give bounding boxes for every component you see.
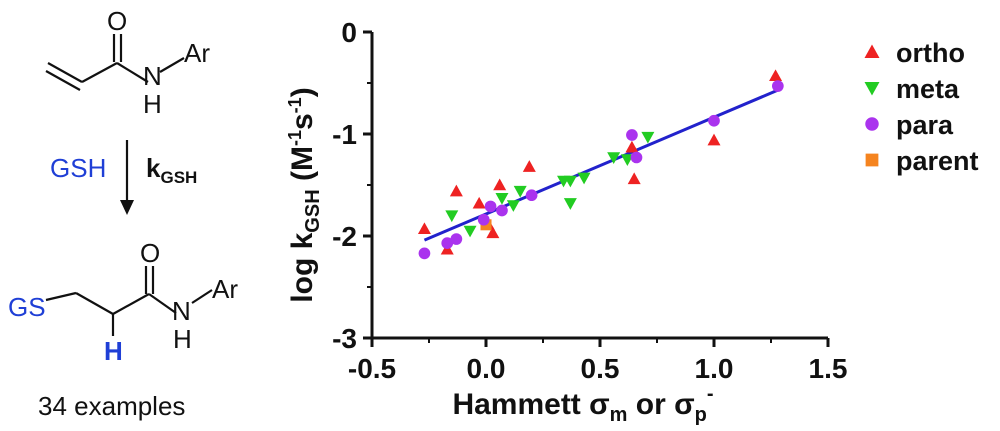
ortho-data-point xyxy=(522,160,536,172)
y-axis-title-units-b: s xyxy=(286,113,319,130)
reactant-nitrogen: N xyxy=(143,61,162,91)
y-axis-title-sub: GSH xyxy=(302,189,324,232)
ortho-data-point xyxy=(493,178,507,191)
reactant-aryl: Ar xyxy=(184,38,210,68)
para-data-point xyxy=(441,237,454,249)
x-axis-title-mid: or σ xyxy=(627,388,694,421)
ortho-data-point xyxy=(417,222,431,235)
product-oxygen: O xyxy=(140,238,160,268)
para-data-point xyxy=(484,200,497,213)
y-tick-label: 0 xyxy=(341,17,357,48)
linear-fit-line xyxy=(423,88,779,242)
legend-label-parent: parent xyxy=(896,146,979,176)
reaction-scheme xyxy=(45,34,213,336)
x-axis-title-sub-p: p xyxy=(695,404,707,426)
reactant-oxygen: O xyxy=(107,6,127,36)
y-tick-label: -2 xyxy=(332,221,357,252)
reactant-nh-hydrogen: H xyxy=(143,89,162,119)
meta-data-point xyxy=(577,172,591,185)
vinyl-double-bond-a xyxy=(47,62,83,83)
product-nitrogen: N xyxy=(172,296,191,326)
examples-caption: 34 examples xyxy=(38,391,185,421)
meta-data-point xyxy=(445,210,459,223)
ortho-data-point xyxy=(625,140,639,153)
rate-constant: kGSH xyxy=(146,153,197,187)
product-co-n-bond xyxy=(148,293,177,314)
ortho-data-point xyxy=(486,226,500,239)
product-gs-group: GS xyxy=(8,292,46,322)
rate-constant-k: k xyxy=(146,153,161,183)
vinyl-single-bond xyxy=(81,62,118,83)
legend-marker-parent xyxy=(865,153,879,167)
legend-marker-para xyxy=(865,117,879,131)
x-tick-label: 0.0 xyxy=(467,353,506,384)
carbonyl-carbon-bond xyxy=(116,62,149,83)
ortho-data-point xyxy=(449,184,463,197)
x-tick-label: 1.0 xyxy=(695,353,734,384)
meta-data-point xyxy=(506,200,520,212)
meta-data-point xyxy=(463,225,477,238)
legend-label-para: para xyxy=(896,110,954,140)
para-data-point xyxy=(418,247,431,260)
para-data-point xyxy=(525,189,538,202)
ortho-data-point xyxy=(769,69,783,82)
meta-data-point xyxy=(495,193,509,205)
y-axis-title-sup-b: -1 xyxy=(285,97,305,113)
product-aryl: Ar xyxy=(212,274,238,304)
meta-data-point xyxy=(563,175,577,188)
x-tick-label: 1.5 xyxy=(809,353,848,384)
y-axis-title-units-c: ) xyxy=(286,87,319,97)
legend-label-meta: meta xyxy=(896,74,960,104)
meta-data-point xyxy=(641,131,655,144)
y-axis-title-sup-a: -1 xyxy=(285,130,305,146)
rate-constant-subscript: GSH xyxy=(160,168,197,187)
x-tick-label: 0.5 xyxy=(581,353,620,384)
n-ar-bond xyxy=(159,57,185,73)
para-data-point xyxy=(708,114,720,127)
reagent-gsh: GSH xyxy=(50,153,106,183)
x-tick-label: -0.5 xyxy=(348,353,396,384)
gs-bond xyxy=(45,291,77,302)
y-tick-label: -1 xyxy=(332,119,357,150)
product-c-co-bond xyxy=(112,293,150,315)
meta-data-point xyxy=(513,185,527,198)
meta-data-point xyxy=(563,198,577,210)
para-data-point xyxy=(450,233,463,245)
para-data-point xyxy=(771,80,784,92)
x-axis-title-main: Hammett σ xyxy=(452,388,609,421)
product-nh-hydrogen: H xyxy=(173,324,192,354)
product-ch2-bond xyxy=(75,292,114,315)
ortho-data-point xyxy=(707,133,721,146)
meta-data-point xyxy=(620,154,634,166)
para-data-point xyxy=(630,151,643,164)
legend-marker-ortho xyxy=(864,44,880,58)
legend-marker-meta xyxy=(864,82,880,96)
product-added-hydrogen: H xyxy=(104,336,123,366)
y-axis-title: log kGSH (M-1s-1) xyxy=(285,87,324,302)
para-data-point xyxy=(626,129,638,141)
reaction-arrow-head xyxy=(120,200,134,215)
para-data-point xyxy=(496,204,508,217)
ortho-data-point xyxy=(472,196,486,209)
y-tick-label: -3 xyxy=(332,323,357,354)
x-axis-title: Hammett σm or σp- xyxy=(452,383,713,426)
ortho-data-point xyxy=(627,172,641,185)
vinyl-double-bond-b xyxy=(45,70,81,91)
meta-data-point xyxy=(607,152,621,164)
product-n-ar-bond xyxy=(191,289,213,304)
y-axis-title-main: log k xyxy=(286,232,319,302)
x-axis-title-sub-m: m xyxy=(610,404,628,426)
x-axis-title-sup: - xyxy=(707,383,714,405)
hammett-plot: -0.5 0.0 0.5 1.0 1.5 0 -1 -2 -3 ortho meta para par… xyxy=(285,17,979,426)
y-axis-title-units-a: (M xyxy=(286,146,319,189)
legend-label-ortho: ortho xyxy=(896,38,965,68)
para-data-point xyxy=(477,213,490,226)
